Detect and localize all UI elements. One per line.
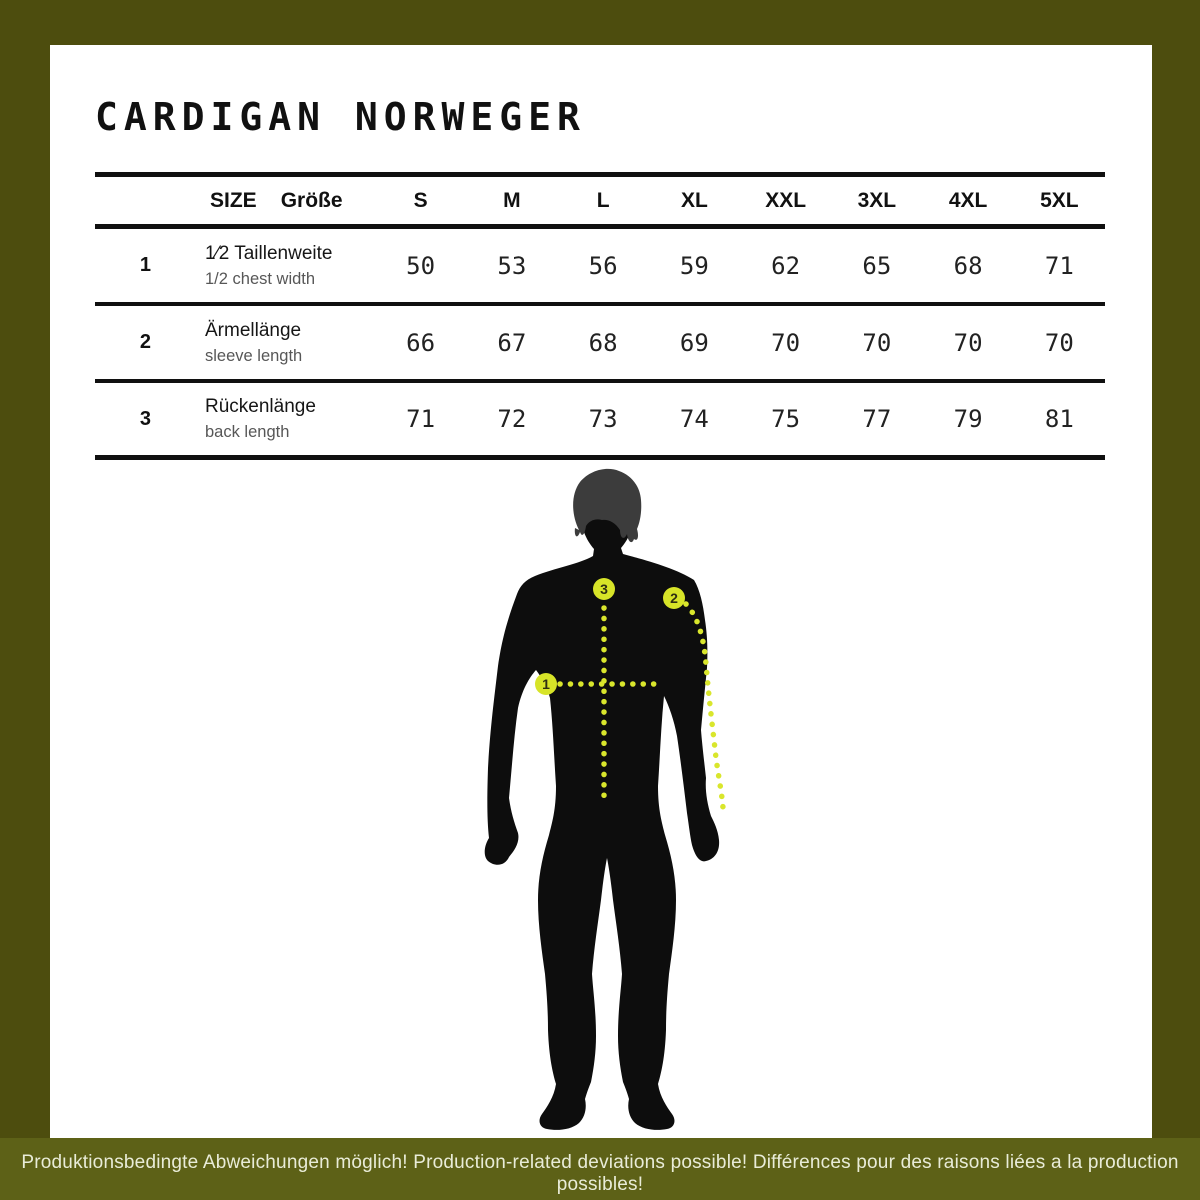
measurement-figure: 1 2 3 [475, 468, 765, 1136]
table-header-row: SIZE Größe S M L XL XXL 3XL 4XL 5XL [95, 172, 1105, 229]
table-row-back-length: 3 Rückenlänge back length 71 72 73 74 75… [95, 383, 1105, 460]
value-cell: 72 [497, 405, 527, 433]
value-cell: 62 [771, 251, 801, 280]
value-cell: 68 [588, 328, 618, 357]
header-size-label-cell: SIZE Größe [155, 189, 375, 213]
row-label-de: Ärmellänge [205, 319, 302, 341]
value-cell: 73 [588, 405, 618, 433]
value-cell: 50 [406, 251, 436, 280]
value-cell: 74 [679, 405, 709, 433]
value-cell: 66 [406, 328, 436, 357]
table-row-chest-width: 1 1⁄2 Taillenweite 1/2 chest width 50 53… [95, 229, 1105, 306]
value-cell: 59 [679, 251, 709, 280]
row-label-cell: Ärmellänge sleeve length [155, 320, 375, 366]
row-number: 1 [139, 254, 151, 276]
header-col-xxl: XXL [765, 188, 807, 212]
row-label-de: 1⁄2 Taillenweite [205, 242, 333, 264]
header-col-m: M [503, 188, 521, 212]
marker-1-badge: 1 [535, 673, 557, 695]
page-title: CARDIGAN NORWEGER [95, 95, 586, 139]
value-cell: 77 [862, 405, 892, 433]
header-col-3xl: 3XL [857, 188, 897, 212]
header-col-5xl: 5XL [1040, 188, 1079, 212]
marker-1-number: 1 [542, 676, 550, 692]
value-cell: 79 [953, 405, 983, 433]
value-cell: 70 [953, 328, 983, 357]
row-label-de: Rückenlänge [205, 396, 316, 417]
row-label-en: sleeve length [205, 346, 303, 365]
row-label-cell: 1⁄2 Taillenweite 1/2 chest width [155, 243, 375, 289]
value-cell: 67 [497, 328, 527, 357]
row-label-cell: Rückenlänge back length [155, 396, 375, 442]
value-cell: 70 [862, 328, 892, 357]
size-table: SIZE Größe S M L XL XXL 3XL 4XL 5XL 1 1⁄… [95, 172, 1105, 460]
header-size-de: Größe [280, 188, 343, 212]
marker-2-number: 2 [670, 590, 678, 606]
body-silhouette-path [484, 474, 720, 1130]
value-cell: 68 [953, 251, 983, 280]
content-sheet: CARDIGAN NORWEGER SIZE Größe S M L XL XX… [50, 45, 1152, 1138]
marker-3-badge: 3 [593, 578, 615, 600]
value-cell: 70 [1044, 328, 1074, 357]
footer-note: Produktionsbedingte Abweichungen möglich… [21, 1152, 1179, 1195]
value-cell: 71 [406, 405, 436, 433]
row-label-en: 1/2 chest width [205, 269, 316, 288]
value-cell: 56 [588, 251, 618, 280]
row-number: 2 [139, 331, 151, 353]
row-number: 3 [139, 407, 151, 430]
row-label-en: back length [205, 423, 290, 441]
header-col-4xl: 4XL [948, 188, 988, 212]
value-cell: 75 [771, 405, 801, 433]
header-col-l: L [596, 188, 610, 212]
value-cell: 71 [1044, 251, 1074, 280]
male-silhouette-diagram: 1 2 3 [484, 468, 726, 1130]
header-col-xl: XL [680, 188, 708, 212]
marker-2-badge: 2 [663, 587, 685, 609]
value-cell: 70 [771, 328, 801, 357]
value-cell: 65 [862, 251, 892, 280]
marker-3-number: 3 [600, 581, 608, 597]
hair-path [573, 468, 642, 543]
value-cell: 53 [497, 251, 527, 280]
footer-bar: Produktionsbedingte Abweichungen möglich… [0, 1138, 1200, 1200]
value-cell: 81 [1044, 405, 1074, 433]
header-size-en: SIZE [210, 188, 257, 212]
sleeve-length-line [683, 601, 726, 811]
header-col-s: S [413, 188, 428, 212]
table-row-sleeve-length: 2 Ärmellänge sleeve length 66 67 68 69 7… [95, 306, 1105, 383]
value-cell: 69 [679, 328, 709, 357]
